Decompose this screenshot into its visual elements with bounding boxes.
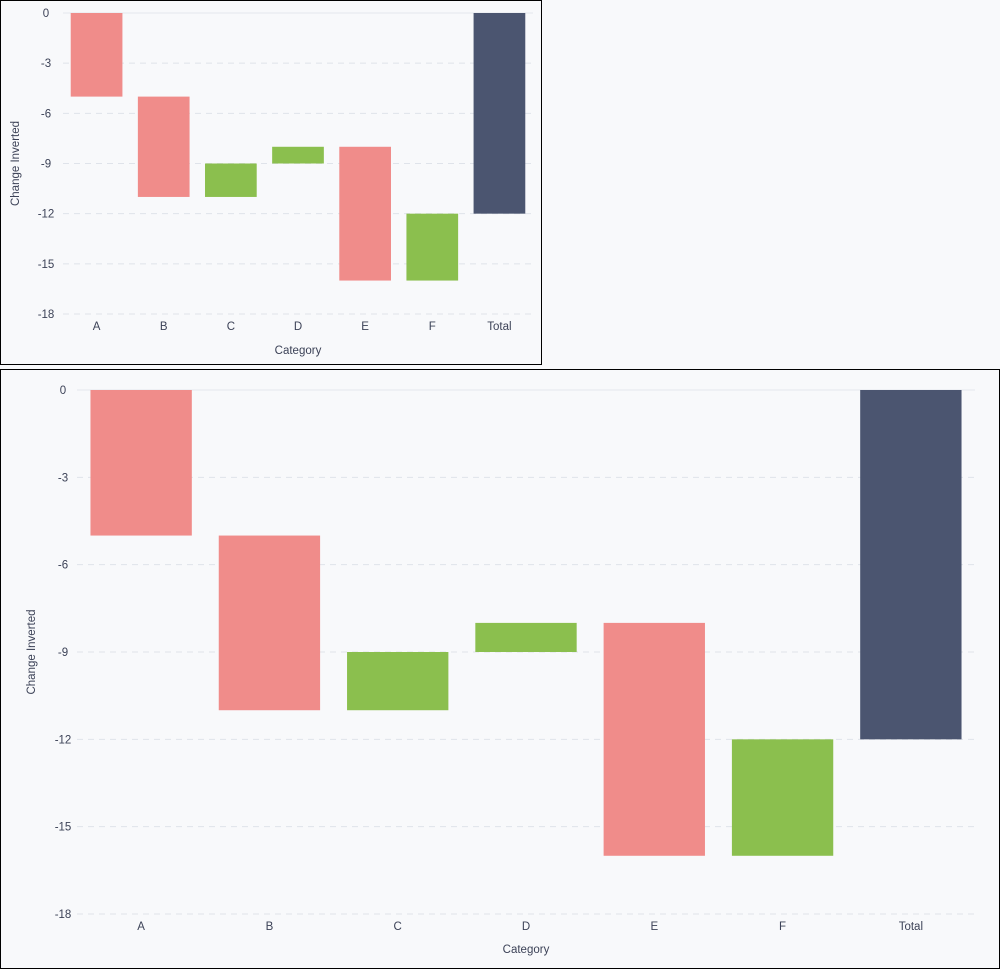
large-chart-bar-total [860, 390, 962, 740]
small-chart-x-tick-label: C [227, 321, 235, 333]
large-chart-bar-a [90, 390, 192, 536]
large-chart-bar-e [603, 622, 705, 856]
large-chart-x-tick-label: Total [899, 921, 923, 933]
large-chart-y-tick-label: -12 [55, 734, 72, 746]
small-chart-y-tick-label: -18 [38, 309, 55, 321]
small-chart-bar-c [205, 163, 257, 197]
large-chart-x-axis-title: Category [503, 944, 550, 956]
small-chart-bar-b [137, 96, 190, 197]
small-chart-bar-d [272, 146, 324, 164]
small-chart-bar-total [473, 13, 526, 214]
small-chart-bar-f [406, 213, 459, 281]
large-chart-bar-b [218, 535, 321, 711]
small-chart-x-tick-label: E [361, 321, 369, 333]
large-chart-x-tick-label: A [137, 921, 145, 933]
small-chart-y-tick-label: -12 [38, 209, 55, 221]
waterfall-chart-small-svg: 0 -3 -6 -9 -12 -15 -18 A B C D E F Total Category Chang… [10, 8, 533, 357]
small-chart-bar-e [339, 146, 391, 281]
small-chart-y-axis-title: Change Inverted [10, 121, 22, 206]
large-chart-x-tick-label: B [266, 921, 274, 933]
small-chart-bar-a [70, 13, 123, 97]
small-chart-y-tick-label: -15 [38, 259, 55, 271]
small-chart-y-tick-label: -9 [41, 159, 51, 171]
large-chart-x-tick-label: C [394, 921, 402, 933]
waterfall-chart-small: 0 -3 -6 -9 -12 -15 -18 A B C D E F Total Category Chang… [0, 0, 542, 365]
large-chart-x-tick-label: D [522, 921, 530, 933]
large-chart-y-tick-label: -9 [58, 647, 68, 659]
small-chart-x-tick-label: F [429, 321, 436, 333]
large-chart-x-tick-label: E [650, 921, 658, 933]
large-chart-bar-d [475, 622, 577, 652]
large-chart-y-tick-label: -18 [55, 909, 72, 921]
small-chart-y-tick-label: 0 [43, 8, 49, 20]
large-chart-y-tick-label: -6 [58, 560, 68, 572]
small-chart-x-tick-label: D [294, 321, 302, 333]
waterfall-chart-large: 0 -3 -6 -9 -12 -15 -18 A B C D E F Total Category Chang… [0, 369, 1000, 969]
large-chart-y-tick-label: -3 [58, 472, 68, 484]
waterfall-chart-large-svg: 0 -3 -6 -9 -12 -15 -18 A B C D E F Total Category Chang… [26, 385, 975, 956]
large-chart-bar-c [347, 652, 449, 711]
large-chart-x-tick-label: F [779, 921, 786, 933]
small-chart-x-tick-label: Total [487, 321, 511, 333]
large-chart-y-tick-label: 0 [60, 385, 66, 397]
large-chart-y-axis-title: Change Inverted [26, 609, 38, 694]
large-chart-bar-f [731, 739, 834, 856]
small-chart-x-axis-title: Category [275, 345, 322, 357]
small-chart-x-tick-label: A [93, 321, 101, 333]
small-chart-y-tick-label: -3 [41, 58, 51, 70]
small-chart-x-tick-label: B [160, 321, 168, 333]
large-chart-y-tick-label: -15 [55, 822, 72, 834]
small-chart-y-tick-label: -6 [41, 108, 51, 120]
